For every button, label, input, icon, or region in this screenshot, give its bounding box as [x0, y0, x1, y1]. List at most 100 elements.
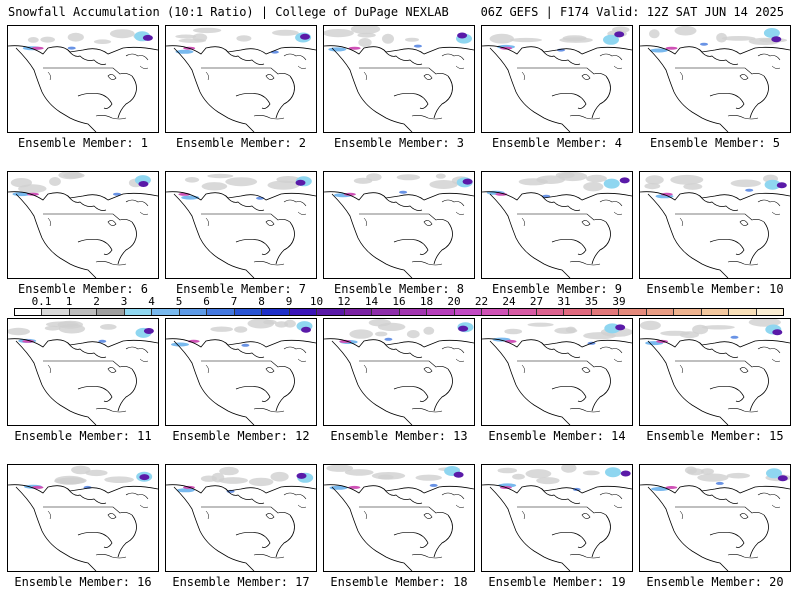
snowfall-map: [482, 465, 632, 571]
colorbar-swatch: [399, 309, 428, 315]
snowfall-colorbar: [14, 308, 784, 316]
colorbar-swatch: [207, 309, 235, 315]
colorbar-swatch: [344, 309, 373, 315]
ensemble-member-label: Ensemble Member: 9: [491, 282, 623, 296]
ensemble-member-label: Ensemble Member: 5: [649, 136, 781, 150]
colorbar-swatch: [481, 309, 510, 315]
ensemble-map-panel: [165, 464, 317, 572]
ensemble-member-label: Ensemble Member: 13: [330, 429, 468, 443]
colorbar-swatch: [701, 309, 730, 315]
colorbar-tick: 22: [474, 295, 489, 308]
ensemble-member-label: Ensemble Member: 12: [172, 429, 310, 443]
colorbar-tick: 20: [447, 295, 461, 308]
colorbar-swatch: [372, 309, 400, 315]
colorbar-swatch: [262, 309, 290, 315]
ensemble-map-panel: [481, 318, 633, 426]
colorbar-swatch: [619, 309, 647, 315]
colorbar-tick: 1: [65, 295, 73, 308]
snowfall-map: [640, 319, 790, 425]
colorbar-tick: 35: [584, 295, 599, 308]
snowfall-map: [8, 29, 158, 132]
snowfall-map: [640, 466, 790, 571]
ensemble-map-panel: [7, 171, 159, 279]
ensemble-map-panel: [639, 464, 791, 572]
colorbar-swatch: [69, 309, 98, 315]
colorbar-tick: 16: [392, 295, 406, 308]
ensemble-map-panel: [165, 318, 317, 426]
snowfall-map: [324, 173, 474, 278]
map-title: Snowfall Accumulation (10:1 Ratio) | Col…: [8, 5, 449, 19]
colorbar-tick: 10: [309, 295, 324, 308]
snowfall-map: [8, 172, 158, 278]
ensemble-member-label: Ensemble Member: 18: [330, 575, 468, 589]
ensemble-map-panel: [7, 25, 159, 133]
ensemble-map-panel: [323, 464, 475, 572]
colorbar-tick: 9: [285, 295, 293, 308]
colorbar-tick: 2: [93, 295, 100, 308]
ensemble-member-label: Ensemble Member: 1: [17, 136, 149, 150]
ensemble-map-panel: [481, 171, 633, 279]
colorbar-swatch: [124, 309, 153, 315]
colorbar-swatch: [729, 309, 757, 315]
colorbar-swatch: [674, 309, 702, 315]
ensemble-member-label: Ensemble Member: 19: [488, 575, 626, 589]
ensemble-member-label: Ensemble Member: 16: [14, 575, 152, 589]
colorbar-tick: 27: [529, 295, 544, 308]
ensemble-map-panel: [481, 464, 633, 572]
ensemble-map-panel: [7, 318, 159, 426]
ensemble-member-label: Ensemble Member: 15: [646, 429, 784, 443]
colorbar-swatch: [234, 309, 263, 315]
snowfall-map: [482, 172, 632, 278]
snowfall-map: [324, 26, 474, 132]
snowfall-map: [482, 322, 632, 425]
colorbar-tick: 6: [203, 295, 210, 308]
snowfall-map: [166, 173, 316, 278]
colorbar-swatch: [591, 309, 620, 315]
ensemble-member-label: Ensemble Member: 4: [491, 136, 623, 150]
snowfall-map: [640, 26, 790, 132]
colorbar-tick: 12: [337, 295, 351, 308]
ensemble-map-panel: [323, 25, 475, 133]
colorbar-swatch: [646, 309, 675, 315]
colorbar-tick: 5: [175, 295, 183, 308]
ensemble-member-label: Ensemble Member: 17: [172, 575, 310, 589]
ensemble-member-label: Ensemble Member: 14: [488, 429, 626, 443]
ensemble-map-panel: [639, 318, 791, 426]
snowfall-map: [166, 319, 316, 425]
colorbar-swatch: [97, 309, 125, 315]
colorbar-tick: 4: [148, 295, 155, 308]
snowfall-map: [166, 27, 316, 132]
snowfall-map: [324, 319, 474, 425]
colorbar-swatch: [179, 309, 208, 315]
colorbar-swatch: [427, 309, 455, 315]
run-valid-time: 06Z GEFS | F174 Valid: 12Z SAT JUN 14 20…: [480, 5, 784, 19]
ensemble-member-label: Ensemble Member: 2: [175, 136, 307, 150]
snowfall-map: [324, 465, 474, 571]
colorbar-swatch: [289, 309, 318, 315]
ensemble-member-label: Ensemble Member: 6: [17, 282, 149, 296]
colorbar-swatch: [509, 309, 537, 315]
colorbar-tick: 7: [230, 295, 238, 308]
ensemble-map-panel: [481, 25, 633, 133]
colorbar-tick-labels: 0.1 1 2 3 4 5 6 7 8 9 10 12 14 16 18 20 22 24 27 31 35 39: [14, 296, 784, 308]
colorbar-tick: 3: [120, 295, 128, 308]
colorbar-tick: 24: [502, 295, 516, 308]
ensemble-member-label: Ensemble Member: 20: [646, 575, 784, 589]
snowfall-map: [640, 174, 790, 278]
colorbar-swatch: [15, 309, 43, 315]
snowfall-map: [8, 465, 158, 571]
colorbar-swatch: [317, 309, 345, 315]
colorbar-tick: 0.1: [31, 295, 52, 308]
colorbar-swatch: [42, 309, 70, 315]
ensemble-map-panel: [165, 25, 317, 133]
colorbar-swatch: [152, 309, 180, 315]
ensemble-member-label: Ensemble Member: 7: [175, 282, 307, 296]
ensemble-member-label: Ensemble Member: 10: [646, 282, 784, 296]
snowfall-map: [8, 320, 158, 425]
ensemble-map-panel: [165, 171, 317, 279]
ensemble-map-panel: [323, 318, 475, 426]
colorbar-swatch: [564, 309, 592, 315]
colorbar-tick: 8: [258, 295, 265, 308]
colorbar-swatch: [756, 309, 784, 315]
ensemble-map-panel: [639, 25, 791, 133]
